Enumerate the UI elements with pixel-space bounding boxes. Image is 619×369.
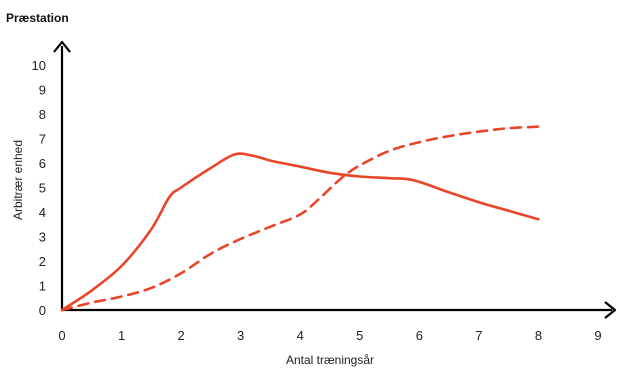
x-tick-label: 0	[58, 328, 65, 343]
y-tick-label: 5	[39, 181, 46, 196]
chart-title: Præstation	[6, 11, 69, 25]
y-tick-label: 10	[32, 58, 46, 73]
x-axis-label: Antal træningsår	[286, 353, 374, 367]
x-axis-arrow	[604, 301, 617, 319]
x-tick-label: 6	[416, 328, 423, 343]
y-tick-label: 4	[39, 205, 46, 220]
x-tick-label: 1	[118, 328, 125, 343]
x-tick-label: 4	[297, 328, 304, 343]
x-tick-label: 2	[177, 328, 184, 343]
y-tick-label: 8	[39, 107, 46, 122]
x-tick-labels: 0 1 2 3 4 5 6 7 8 9	[58, 328, 601, 343]
x-tick-label: 5	[356, 328, 363, 343]
series-layer	[60, 125, 540, 312]
x-tick-label: 7	[475, 328, 482, 343]
y-tick-label: 0	[39, 303, 46, 318]
y-tick-label: 7	[39, 132, 46, 147]
series-line-solid	[60, 152, 540, 312]
x-tick-label: 8	[535, 328, 542, 343]
y-axis-label: Arbitrær enhed	[11, 140, 25, 220]
x-tick-label: 3	[237, 328, 244, 343]
x-tick-label: 9	[594, 328, 601, 343]
y-tick-label: 6	[39, 156, 46, 171]
series-line-dashed	[60, 125, 540, 312]
y-axis-arrow	[53, 40, 71, 53]
y-tick-labels: 0 1 2 3 4 5 6 7 8 9 10	[32, 58, 46, 318]
y-tick-label: 1	[39, 279, 46, 294]
y-tick-label: 2	[39, 254, 46, 269]
y-tick-label: 3	[39, 230, 46, 245]
y-tick-label: 9	[39, 83, 46, 98]
